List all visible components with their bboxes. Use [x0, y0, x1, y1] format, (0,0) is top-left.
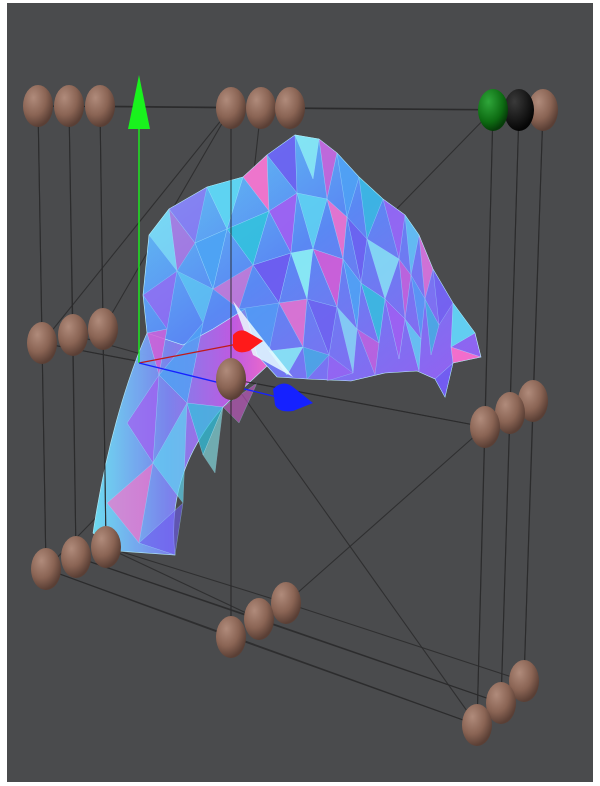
- cage-edge: [230, 378, 486, 428]
- transform-gizmo[interactable]: [128, 75, 313, 412]
- mesh-facet: [158, 322, 204, 404]
- cage-edge: [285, 602, 525, 682]
- control-point-handle[interactable]: [216, 87, 246, 129]
- 3d-viewport[interactable]: [7, 3, 593, 782]
- mesh-facet: [266, 134, 298, 194]
- mesh-facet: [434, 362, 454, 398]
- z-axis-arrow-icon[interactable]: [273, 383, 313, 412]
- cage-edge: [105, 546, 287, 604]
- mesh-facet: [312, 248, 344, 308]
- control-point-handle[interactable]: [216, 616, 246, 658]
- control-point-handle[interactable]: [91, 526, 121, 568]
- z-axis-line: [138, 362, 278, 398]
- mesh-facet: [212, 264, 254, 310]
- cage-edge: [230, 378, 478, 726]
- mesh-facet: [176, 270, 214, 324]
- mesh-facet: [306, 298, 338, 356]
- mesh-facet: [356, 328, 380, 376]
- mesh-facet: [424, 298, 440, 356]
- control-point-handle[interactable]: [271, 582, 301, 624]
- cage-edge: [476, 426, 486, 726]
- mesh-facet: [450, 346, 482, 364]
- mesh-facet: [326, 354, 354, 382]
- control-point-handle[interactable]: [495, 392, 525, 434]
- control-points[interactable]: [23, 85, 558, 746]
- mesh-facet: [242, 154, 270, 212]
- scene-canvas[interactable]: [7, 3, 593, 782]
- mesh-facet: [336, 152, 360, 218]
- mesh-facet: [336, 306, 358, 374]
- control-point-handle[interactable]: [58, 314, 88, 356]
- mesh-facet: [450, 302, 476, 348]
- control-point-handle[interactable]: [244, 598, 274, 640]
- control-point-handle[interactable]: [85, 85, 115, 127]
- deformed-mesh[interactable]: [92, 134, 482, 556]
- mesh-facet: [404, 318, 422, 372]
- cage-edge: [105, 546, 260, 620]
- mesh-facet: [142, 270, 178, 330]
- cage-edge: [285, 426, 486, 604]
- mesh-facet: [410, 274, 426, 340]
- mesh-facets: [106, 134, 482, 556]
- cage-edge: [258, 618, 502, 704]
- mesh-facet: [168, 208, 196, 272]
- mesh-facet: [202, 406, 224, 474]
- cage-edge: [500, 412, 511, 704]
- mesh-facet: [194, 228, 228, 290]
- cage-edge: [41, 107, 232, 344]
- mesh-facet: [296, 192, 328, 250]
- mesh-facet: [146, 328, 168, 376]
- control-point-handle[interactable]: [61, 536, 91, 578]
- mesh-facet: [346, 216, 368, 284]
- cage-edge: [102, 328, 107, 548]
- mesh-facet: [342, 258, 362, 330]
- control-point-handle[interactable]: [246, 87, 276, 129]
- cage-edge: [99, 105, 544, 111]
- control-point-selected[interactable]: [478, 89, 508, 131]
- control-point-handle[interactable]: [509, 660, 539, 702]
- mesh-facet: [226, 210, 270, 266]
- mesh-facet: [404, 214, 420, 276]
- mesh-facet: [106, 462, 154, 544]
- mesh-facet: [432, 268, 454, 326]
- mesh-facet: [360, 282, 386, 344]
- control-point-handle[interactable]: [518, 380, 548, 422]
- mesh-facet: [252, 252, 292, 304]
- mesh-facet: [382, 198, 406, 260]
- mesh-facet: [268, 192, 298, 254]
- mesh-facet: [290, 248, 314, 300]
- mesh-facet: [398, 258, 412, 320]
- mesh-facet: [418, 234, 434, 300]
- control-point-handle[interactable]: [27, 322, 57, 364]
- mesh-facet: [278, 298, 308, 348]
- control-point-handle[interactable]: [470, 406, 500, 448]
- mesh-facet: [126, 374, 160, 464]
- control-point-handle[interactable]: [88, 308, 118, 350]
- control-point-hovered[interactable]: [504, 89, 534, 131]
- control-point-handle[interactable]: [528, 89, 558, 131]
- mesh-facet: [138, 502, 184, 556]
- x-axis-arrow-icon[interactable]: [233, 330, 263, 353]
- mesh-facet: [294, 134, 320, 180]
- mesh-facet: [366, 238, 400, 300]
- mesh-facet: [318, 138, 338, 200]
- mesh-facet: [358, 176, 384, 240]
- control-point-handle[interactable]: [486, 682, 516, 724]
- control-point-handle[interactable]: [31, 548, 61, 590]
- control-point-handle[interactable]: [462, 704, 492, 746]
- control-point-handle[interactable]: [23, 85, 53, 127]
- y-axis-arrow-icon[interactable]: [128, 75, 150, 129]
- cage-edge: [45, 568, 478, 726]
- cage-edge: [72, 334, 77, 558]
- mesh-facet: [206, 176, 244, 230]
- mesh-facet: [152, 402, 188, 504]
- control-point-handle[interactable]: [275, 87, 305, 129]
- mesh-facet: [302, 346, 330, 380]
- x-axis-line: [138, 342, 244, 364]
- cage-edge: [41, 342, 47, 570]
- mesh-facet: [384, 298, 406, 360]
- control-point-handle[interactable]: [216, 358, 246, 400]
- control-point-handle[interactable]: [54, 85, 84, 127]
- mesh-facet: [326, 198, 348, 260]
